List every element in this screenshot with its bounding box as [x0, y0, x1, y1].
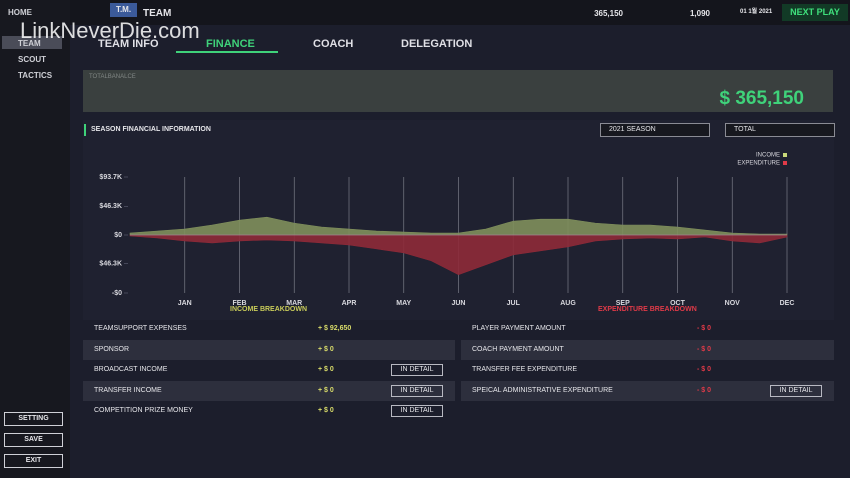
row-value: + $ 92,650 [318, 319, 351, 339]
table-row: COMPETITION PRIZE MONEY + $ 0 IN DETAIL [83, 401, 455, 421]
expenditure-title: EXPENDITURE BREAKDOWN [598, 306, 697, 313]
table-row: BROADCAST INCOME + $ 0 IN DETAIL [83, 360, 455, 380]
x-tick-label: JUN [451, 300, 465, 307]
row-label: TRANSFER FEE EXPENDITURE [472, 360, 577, 380]
income-title: INCOME BREAKDOWN [230, 306, 307, 313]
row-label: SPONSOR [94, 340, 129, 360]
area-1 [130, 235, 787, 275]
x-tick-label: AUG [560, 300, 576, 307]
legend-label: INCOME [756, 153, 780, 159]
row-label: SPEICAL ADMINISTRATIVE EXPENDITURE [472, 381, 613, 401]
x-tick-label: APR [342, 300, 357, 307]
row-value: + $ 0 [318, 360, 334, 380]
table-row: TRANSFER INCOME + $ 0 IN DETAIL [83, 381, 455, 401]
row-value: + $ 0 [318, 381, 334, 401]
y-tick-label: $46.3K [99, 261, 122, 268]
table-row: TEAMSUPPORT EXPENSES + $ 92,650 [83, 319, 455, 339]
y-tick-label: $0 [114, 232, 122, 239]
table-row: SPONSOR + $ 0 [83, 340, 455, 360]
row-value: + $ 0 [318, 340, 334, 360]
row-label: COACH PAYMENT AMOUNT [472, 340, 564, 360]
detail-button[interactable]: IN DETAIL [391, 385, 443, 397]
row-label: COMPETITION PRIZE MONEY [94, 401, 193, 421]
y-tick-label: $93.7K [99, 174, 122, 181]
table-row: TRANSFER FEE EXPENDITURE - $ 0 [461, 360, 834, 380]
y-tick-label: -$0 [112, 290, 122, 297]
row-value: - $ 0 [697, 360, 711, 380]
x-tick-label: JUL [507, 300, 521, 307]
x-tick-label: NOV [725, 300, 741, 307]
row-value: - $ 0 [697, 319, 711, 339]
row-value: - $ 0 [697, 340, 711, 360]
row-value: + $ 0 [318, 401, 334, 421]
legend-swatch [783, 161, 787, 165]
row-label: PLAYER PAYMENT AMOUNT [472, 319, 566, 339]
table-row: COACH PAYMENT AMOUNT - $ 0 [461, 340, 834, 360]
detail-button[interactable]: IN DETAIL [770, 385, 822, 397]
y-tick-label: $46.3K [99, 203, 122, 210]
table-row: PLAYER PAYMENT AMOUNT - $ 0 [461, 319, 834, 339]
x-tick-label: MAY [396, 300, 411, 307]
row-value: - $ 0 [697, 381, 711, 401]
row-label: TRANSFER INCOME [94, 381, 162, 401]
table-row: SPEICAL ADMINISTRATIVE EXPENDITURE - $ 0 I… [461, 381, 834, 401]
legend-label: EXPENDITURE [737, 161, 780, 167]
row-label: BROADCAST INCOME [94, 360, 167, 380]
detail-button[interactable]: IN DETAIL [391, 405, 443, 417]
row-label: TEAMSUPPORT EXPENSES [94, 319, 187, 339]
legend-swatch [783, 153, 787, 157]
x-tick-label: DEC [780, 300, 795, 307]
detail-button[interactable]: IN DETAIL [391, 364, 443, 376]
x-tick-label: JAN [178, 300, 192, 307]
